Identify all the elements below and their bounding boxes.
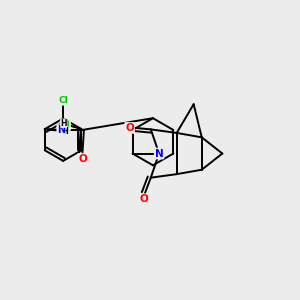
Text: Cl: Cl: [58, 96, 68, 105]
Text: O: O: [78, 154, 87, 164]
Text: H: H: [61, 127, 68, 136]
Text: N: N: [57, 125, 65, 135]
Text: Cl: Cl: [60, 121, 70, 130]
Text: N: N: [155, 148, 164, 158]
Text: O: O: [125, 123, 134, 133]
Text: O: O: [139, 194, 148, 204]
Text: H: H: [60, 119, 67, 128]
